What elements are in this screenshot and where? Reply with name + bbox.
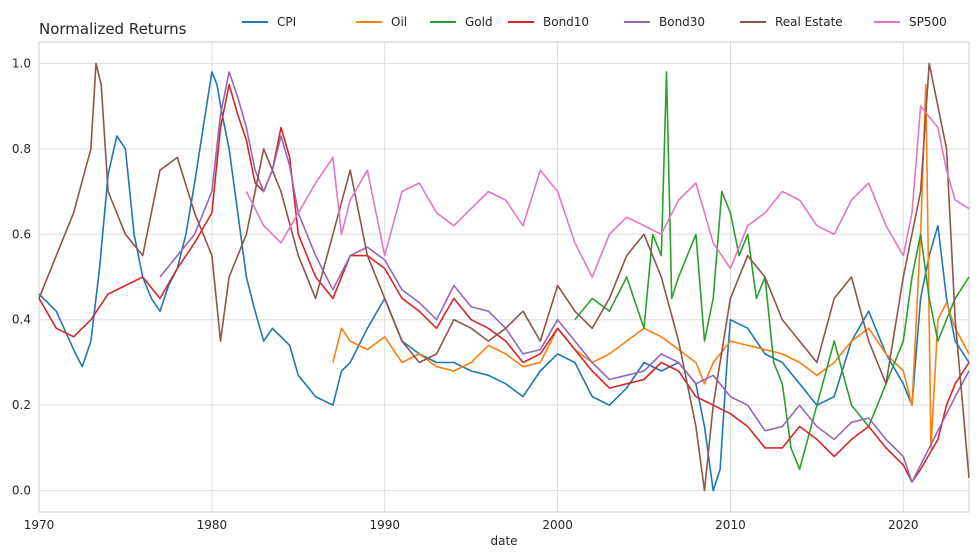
y-tick-label: 0.4 bbox=[12, 313, 31, 327]
y-tick-label: 0.2 bbox=[12, 398, 31, 412]
series-line-sp500 bbox=[245, 105, 970, 278]
legend-label: SP500 bbox=[909, 15, 947, 29]
y-tick-label: 0.6 bbox=[12, 227, 31, 241]
y-tick-labels: 0.0 0.2 0.4 0.6 0.8 1.0 bbox=[12, 56, 31, 497]
x-tick-label: 2020 bbox=[888, 518, 919, 532]
legend-item-real-estate: Real Estate bbox=[740, 15, 843, 29]
series-line-real-estate bbox=[38, 62, 970, 492]
series-line-gold bbox=[574, 71, 970, 471]
x-tick-label: 1970 bbox=[24, 518, 55, 532]
series-line-oil bbox=[332, 83, 970, 449]
legend: CPI Oil Gold Bond10 Bond30 Real Estate SP500 bbox=[242, 15, 947, 29]
legend-label: Bond30 bbox=[659, 15, 705, 29]
legend-item-gold: Gold bbox=[430, 15, 493, 29]
x-tick-label: 1980 bbox=[197, 518, 228, 532]
x-tick-label: 1990 bbox=[369, 518, 400, 532]
x-tick-label: 2010 bbox=[715, 518, 746, 532]
legend-label: Oil bbox=[391, 15, 407, 29]
x-tick-label: 2000 bbox=[542, 518, 573, 532]
legend-item-bond30: Bond30 bbox=[624, 15, 705, 29]
legend-label: Bond10 bbox=[543, 15, 589, 29]
x-axis-label: date bbox=[490, 534, 517, 548]
y-tick-label: 0.8 bbox=[12, 142, 31, 156]
series-line-bond30 bbox=[159, 71, 970, 483]
chart-title: Normalized Returns bbox=[39, 20, 187, 38]
y-tick-label: 1.0 bbox=[12, 56, 31, 70]
series-line-bond10 bbox=[38, 83, 970, 483]
legend-label: Real Estate bbox=[775, 15, 843, 29]
x-tick-labels: 1970 1980 1990 2000 2010 2020 bbox=[24, 518, 919, 532]
legend-item-cpi: CPI bbox=[242, 15, 296, 29]
y-tick-label: 0.0 bbox=[12, 484, 31, 498]
legend-label: CPI bbox=[277, 15, 296, 29]
series-layer bbox=[38, 62, 970, 492]
legend-label: Gold bbox=[465, 15, 493, 29]
legend-item-bond10: Bond10 bbox=[508, 15, 589, 29]
legend-item-oil: Oil bbox=[356, 15, 407, 29]
legend-item-sp500: SP500 bbox=[874, 15, 947, 29]
